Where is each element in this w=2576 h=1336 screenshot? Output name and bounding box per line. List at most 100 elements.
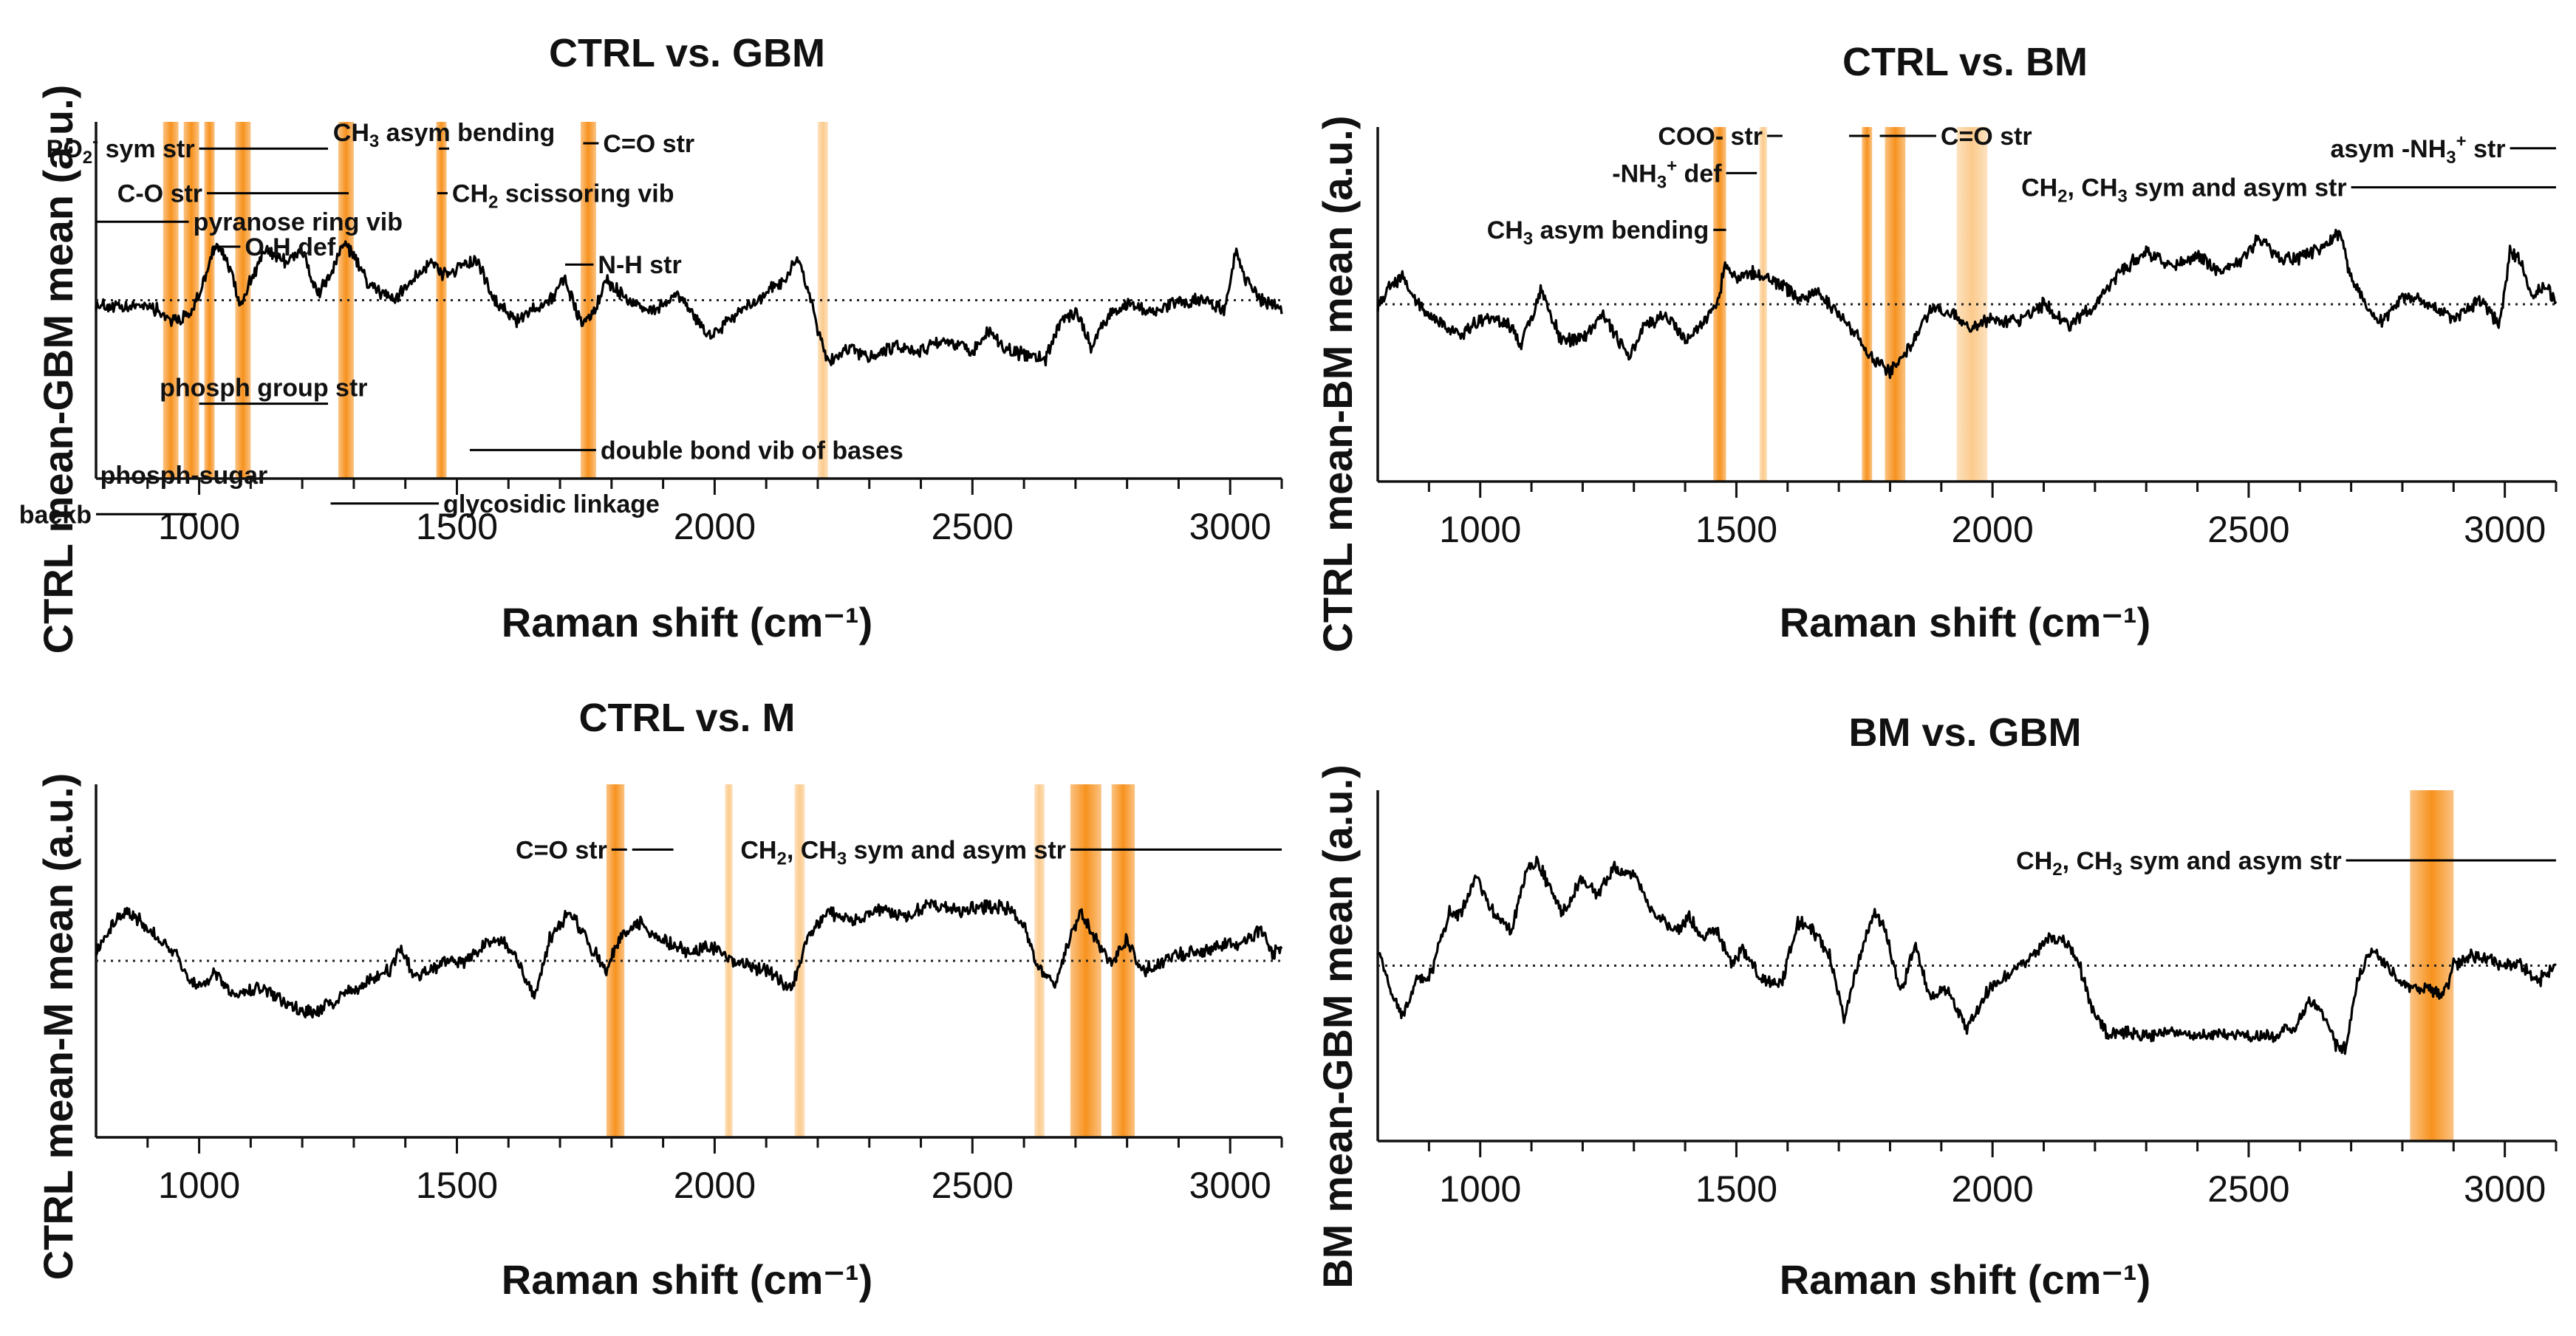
x-tick-label: 3000: [2464, 1168, 2546, 1210]
annotation-label: C=O str: [516, 836, 607, 864]
x-tick-label: 2500: [2207, 1168, 2289, 1210]
panel-bm-vs-gbm: 1000 1500 2000 2500 3000 CH2, CH3 sym and as…: [1314, 710, 2558, 1303]
x-tick-label: 1500: [1695, 1168, 1777, 1210]
annotation-label: phosph group str: [160, 374, 367, 402]
bands: [2410, 790, 2454, 1141]
annotation-label-part: 3: [1657, 172, 1667, 192]
annotation-label: pyranose ring vib: [194, 208, 403, 236]
annotation-label-part: 3: [369, 131, 379, 151]
annotation-label: CH3 asym bending: [333, 119, 556, 151]
annotation-label: O-H def: [245, 233, 335, 261]
annotation-label-part: double bond vib of bases: [601, 436, 903, 465]
annotation-label-part: sym and asym str: [2122, 847, 2342, 875]
annotation-label-part: O-H def: [245, 233, 335, 261]
band-light-0: [817, 122, 828, 479]
annotation-label-part: scissoring vib: [498, 180, 674, 208]
x-ticks: 1000 1500 2000 2500 3000: [1427, 482, 2558, 550]
annotation-label-part: PO: [47, 135, 83, 163]
y-axis-title: CTRL mean-BM mean (a.u.): [1314, 115, 1361, 652]
annotation-label-part: , CH: [787, 836, 837, 864]
annotation-label-part: 3: [2446, 148, 2456, 168]
annotation-label-part: -: [92, 131, 98, 151]
annotation-label: CH2, CH3 sym and asym str: [2016, 847, 2342, 880]
x-tick-label: 1500: [416, 506, 498, 547]
panel-ctrl-vs-bm: 1000 1500 2000 2500 3000 COO- str C=O str asym…: [1314, 40, 2558, 653]
axes: [1376, 790, 2556, 1143]
trace-line: [1376, 228, 2558, 380]
x-tick-label: 1500: [1695, 509, 1777, 550]
annotation-label-part: 3: [2113, 860, 2122, 880]
band-strong-6: [580, 122, 596, 479]
x-axis-title: Raman shift (cm⁻¹): [1780, 599, 2151, 645]
annotation-label-part: def: [1677, 160, 1722, 188]
annotation-label-part: phosph-sugar: [100, 462, 268, 490]
annotation-label-part: 3: [2118, 187, 2128, 207]
x-axis-title: Raman shift (cm⁻¹): [502, 599, 873, 645]
annotation-label-part: +: [2456, 131, 2467, 151]
annotation-label: glycosidic linkage: [443, 490, 660, 518]
annotation-label-part: N-H str: [598, 251, 681, 279]
x-tick-label: 1000: [1439, 1168, 1521, 1210]
band-strong-1: [1070, 784, 1101, 1137]
x-tick-label: 3000: [2464, 509, 2546, 550]
x-tick-label: 2000: [674, 1165, 756, 1206]
chart-title: BM vs. GBM: [1848, 710, 2081, 755]
annotation-label: asym -NH3+ str: [2330, 131, 2505, 168]
annotation-label: phosph-sugar: [100, 462, 268, 490]
annotation-label-part: pyranose ring vib: [194, 208, 403, 236]
annotation-label-part: asym bending: [379, 119, 555, 147]
band-strong-5: [436, 122, 447, 479]
annotation-label-part: CH: [2016, 847, 2052, 875]
annotation-label-part: C-O str: [117, 180, 202, 208]
x-tick-label: 1000: [1439, 509, 1521, 550]
x-ticks: 1000 1500 2000 2500 3000: [146, 479, 1283, 547]
x-tick-label: 2000: [1952, 509, 2034, 550]
annotation-label: C=O str: [603, 130, 694, 158]
annotation-label-part: phosph group str: [160, 374, 367, 402]
annotation-label-part: CH: [1487, 216, 1523, 244]
x-tick-label: 2500: [932, 506, 1014, 547]
annotation-label: N-H str: [598, 251, 681, 279]
x-tick-label: 2000: [1952, 1168, 2034, 1210]
x-tick-label: 1000: [158, 506, 240, 547]
annotation-label: C-O str: [117, 180, 202, 208]
trace-line: [95, 899, 1283, 1019]
x-tick-label: 3000: [1189, 506, 1271, 547]
band-light-2: [1034, 784, 1045, 1137]
annotation-label-part: -NH: [1612, 160, 1656, 188]
x-tick-label: 1000: [158, 1165, 240, 1206]
annotation-label: CH2, CH3 sym and asym str: [2021, 174, 2347, 207]
x-tick-label: 2500: [932, 1165, 1014, 1206]
annotation-label: CH2, CH3 sym and asym str: [740, 836, 1066, 869]
annotation-label-part: glycosidic linkage: [443, 490, 660, 518]
annotation-label-part: 2: [83, 148, 92, 168]
x-ticks: 1000 1500 2000 2500 3000: [146, 1137, 1283, 1206]
annotation-label-part: 2: [488, 193, 498, 213]
annotation-label-part: CH: [452, 180, 488, 208]
x-axis-title: Raman shift (cm⁻¹): [1780, 1256, 2151, 1303]
annotation-label-part: str: [2467, 135, 2506, 163]
y-axis-title: CTRL mean-GBM mean (a.u.): [35, 85, 81, 654]
band-light-1: [1956, 127, 1988, 482]
chart-title: CTRL vs. BM: [1842, 40, 2088, 84]
annotation-label-part: , CH: [2068, 174, 2118, 202]
annotation-label-part: , CH: [2063, 847, 2113, 875]
annotation-label-part: CH: [333, 119, 369, 147]
annotation-label-part: 2: [2052, 860, 2062, 880]
annotation-label-part: sym and asym str: [2128, 174, 2347, 202]
bands: [1713, 127, 1988, 482]
annotation-label-part: 3: [1523, 229, 1533, 249]
y-axis-title: BM mean-GBM mean (a.u.): [1314, 764, 1361, 1288]
x-tick-label: 2000: [674, 506, 756, 547]
annotations: CH2, CH3 sym and asym str: [2016, 847, 2556, 880]
annotation-label: double bond vib of bases: [601, 436, 903, 465]
annotation-label-part: C=O str: [603, 130, 694, 158]
annotation-label: backb: [19, 501, 92, 529]
annotation-label-part: backb: [19, 501, 92, 529]
annotation-label-part: C=O str: [1941, 123, 2032, 151]
panel-ctrl-vs-m: 1000 1500 2000 2500 3000 C=O str CH2, CH3 sym…: [35, 696, 1283, 1303]
annotation-label-part: COO- str: [1658, 123, 1763, 151]
band-strong-0: [2410, 790, 2454, 1141]
